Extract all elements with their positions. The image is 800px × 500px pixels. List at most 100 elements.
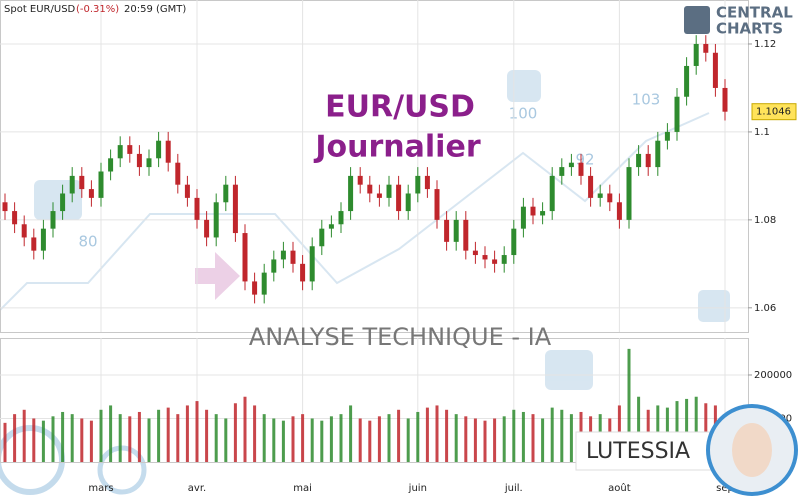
candle-body [338, 211, 344, 225]
volume-bar [13, 414, 17, 462]
candle-body [204, 219, 210, 238]
candle-body [146, 158, 152, 168]
candle-body [21, 224, 27, 238]
volume-bar [3, 422, 7, 462]
x-tick-label: août [608, 482, 631, 494]
volume-panel [0, 338, 749, 463]
chart-title: EUR/USD [325, 90, 475, 125]
volume-bar [349, 405, 353, 462]
volume-bar [627, 348, 631, 462]
volume-bar [51, 416, 55, 462]
candle-body [530, 206, 536, 216]
candle-body [588, 175, 594, 198]
y-tick-label: 1.06 [754, 303, 776, 314]
volume-bar [454, 414, 458, 462]
volume-bar [445, 409, 449, 462]
price-panel [0, 0, 749, 333]
grid: 1.061.081.11.12100000200000marsavr.maiju… [0, 0, 792, 494]
candle-body [88, 189, 94, 198]
volume-bar [694, 396, 698, 462]
candle-body [175, 162, 181, 185]
candle-body [328, 224, 334, 229]
volume-bar [358, 418, 362, 462]
volume-bar [387, 414, 391, 462]
brand-line1: CENTRAL [716, 4, 793, 22]
watermark-circle [97, 445, 147, 495]
candle-body [117, 145, 123, 159]
candle-body [549, 175, 555, 212]
candle-body [626, 167, 632, 220]
last-price-label: 1.1046 [756, 107, 791, 118]
candle-body [636, 153, 642, 168]
volume-bar [368, 420, 372, 462]
candle-body [607, 193, 613, 203]
volume-bar [99, 409, 103, 462]
volume-bar [166, 407, 170, 462]
volume-bar [483, 420, 487, 462]
avatar-face [732, 423, 772, 477]
volume-bar [61, 411, 65, 462]
volume-bar [512, 409, 516, 462]
candle-body [655, 140, 661, 168]
candle-body [319, 228, 325, 247]
y-tick-label: 1.12 [754, 39, 776, 50]
candle-body [396, 184, 402, 212]
volume-bar [205, 409, 209, 462]
volume-bar [685, 398, 689, 462]
candle-body [12, 211, 18, 225]
volume-bar [32, 418, 36, 462]
last-price-box [751, 103, 797, 121]
candle-body [261, 272, 267, 295]
volume-bar [435, 405, 439, 462]
candle-body [40, 228, 46, 251]
volume-bar [262, 414, 266, 462]
x-tick-label: mai [293, 483, 312, 494]
watermark-number: 80 [78, 233, 97, 251]
candle-body [463, 219, 469, 251]
symbol: Spot EUR/USD [4, 4, 76, 15]
candle-body [31, 237, 37, 251]
volume-bar [550, 407, 554, 462]
volume-bar [195, 401, 199, 462]
volume-bar [310, 418, 314, 462]
candle-body [511, 228, 517, 256]
candle-body [223, 184, 229, 203]
candle-body [376, 193, 382, 198]
candle-body [472, 250, 478, 256]
candle-body [213, 202, 219, 238]
volume-bar [176, 414, 180, 462]
candle-body [194, 197, 200, 220]
candle-body [453, 219, 459, 242]
candle-body [165, 140, 171, 163]
volume-bar [128, 416, 132, 462]
volume-bar [397, 409, 401, 462]
candle-body [559, 167, 565, 176]
x-tick-label: juil. [504, 483, 523, 494]
volume-bar [253, 405, 257, 462]
volume-bar [137, 411, 141, 462]
candle-body [136, 153, 142, 168]
candle-body [69, 175, 75, 194]
banner: ANALYSE TECHNIQUE - IA [249, 323, 552, 351]
watermark-number: 103 [632, 91, 661, 109]
brand-line2: CHARTS [716, 20, 783, 38]
candle-body [684, 65, 690, 97]
volume-bar [70, 414, 74, 462]
watermark-number: 100 [509, 105, 538, 123]
volume-bar [243, 396, 247, 462]
candle-body [597, 193, 603, 198]
candle-body [415, 175, 421, 194]
candle-body [482, 255, 488, 260]
candle-body [232, 184, 238, 234]
volume-bar [147, 418, 151, 462]
candle-body [280, 250, 286, 260]
volume-bar [80, 418, 84, 462]
x-tick-label: sep [716, 483, 734, 494]
candle-body [722, 87, 728, 112]
volume-bar [502, 416, 506, 462]
candle-body [444, 219, 450, 242]
volume-bar [569, 414, 573, 462]
volume-bar [521, 411, 525, 462]
candle-body [271, 259, 277, 273]
volume-bar [301, 414, 305, 462]
